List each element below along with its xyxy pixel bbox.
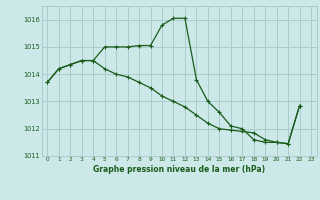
X-axis label: Graphe pression niveau de la mer (hPa): Graphe pression niveau de la mer (hPa) — [93, 165, 265, 174]
